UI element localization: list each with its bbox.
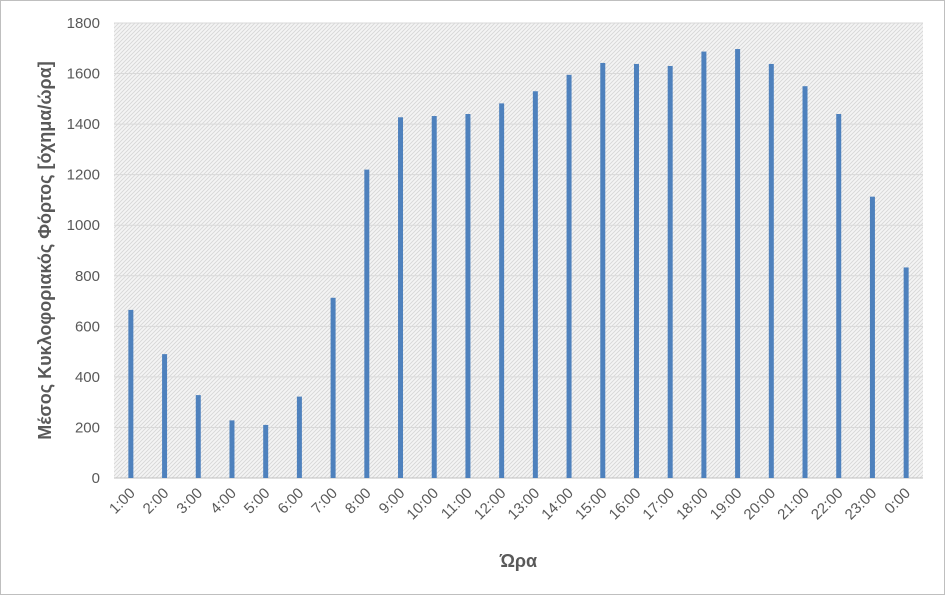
x-tick-label: 2:00 [140,485,173,518]
bar [836,114,842,478]
bar [735,49,741,479]
plot-area [114,23,923,478]
x-axis-ticks: 1:00 2:00 3:00 4:00 5:00 6:00 7:00 8:00 9:0010:0… [106,485,914,524]
x-tick-label: 17:00 [639,485,678,524]
bar [229,420,235,478]
bar [701,51,707,478]
bar [903,267,909,478]
y-tick-label: 1000 [67,217,100,234]
gridlines [114,22,923,479]
y-axis-title: Μέσος Κυκλοφοριακός Φόρτος [όχημα/ώρα] [35,61,55,439]
y-tick-label: 600 [75,318,100,335]
bar [566,74,572,478]
bar [195,395,201,478]
bar [431,116,437,479]
y-tick-label: 800 [75,268,100,285]
x-tick-label: 0:00 [881,485,914,518]
y-tick-label: 1400 [67,116,100,133]
bar [499,103,505,478]
bar [667,65,673,478]
x-tick-label: 12:00 [471,485,510,524]
x-tick-label: 21:00 [774,485,813,524]
bar [600,62,606,478]
x-tick-label: 19:00 [707,485,746,524]
x-tick-label: 22:00 [808,485,847,524]
bar [263,424,269,478]
bar [633,63,639,478]
x-tick-label: 15:00 [572,485,611,524]
x-tick-label: 13:00 [505,485,544,524]
bar [296,396,302,478]
y-tick-label: 1600 [67,66,100,83]
x-tick-label: 7:00 [308,485,341,518]
x-tick-label: 23:00 [842,485,881,524]
bar-series [128,49,909,479]
bar [802,86,808,478]
bar [465,114,471,478]
bar [364,169,370,478]
y-tick-label: 400 [75,369,100,386]
bar [128,309,134,478]
x-tick-label: 20:00 [741,485,780,524]
bar [532,91,538,478]
x-tick-label: 11:00 [438,485,476,523]
y-axis-ticks: 0 200 400 600 800 1000 1200 1400 1600 1800 [67,15,100,487]
y-tick-label: 200 [75,419,100,436]
bar [398,117,404,479]
y-tick-label: 0 [92,470,100,487]
x-tick-label: 10:00 [403,485,442,524]
x-tick-label: 18:00 [673,485,712,524]
x-tick-label: 14:00 [538,485,577,524]
bar [768,63,774,478]
y-tick-label: 1200 [67,167,100,184]
x-tick-label: 4:00 [207,485,240,518]
bar [869,196,875,479]
x-tick-label: 6:00 [275,485,308,518]
x-tick-label: 16:00 [606,485,645,524]
bar [330,297,336,478]
x-tick-label: 5:00 [241,485,274,518]
x-axis-title: Ώρα [499,551,537,571]
x-tick-label: 1:00 [106,485,139,518]
x-tick-label: 8:00 [342,485,375,518]
x-tick-label: 3:00 [173,485,206,518]
y-tick-label: 1800 [67,15,100,32]
bar [162,354,168,478]
